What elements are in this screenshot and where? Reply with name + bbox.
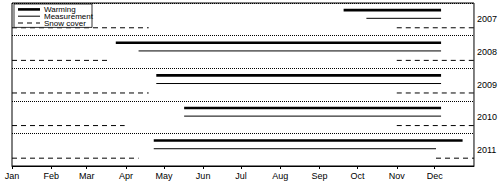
svg-text:2011: 2011: [477, 145, 496, 155]
svg-text:2007: 2007: [477, 14, 497, 24]
svg-text:Feb: Feb: [43, 171, 59, 181]
svg-text:Mar: Mar: [79, 171, 95, 181]
svg-text:2009: 2009: [477, 80, 497, 90]
svg-text:Nov: Nov: [389, 171, 406, 181]
svg-text:Snow cover: Snow cover: [44, 19, 86, 28]
svg-text:Aug: Aug: [272, 171, 288, 181]
svg-text:May: May: [155, 171, 173, 181]
svg-text:2010: 2010: [477, 112, 497, 122]
svg-text:Measurement: Measurement: [44, 11, 93, 21]
svg-text:Jun: Jun: [196, 171, 211, 181]
svg-text:Apr: Apr: [119, 171, 133, 181]
svg-text:Jan: Jan: [5, 171, 20, 181]
svg-text:2008: 2008: [477, 47, 497, 57]
svg-text:Oct: Oct: [351, 171, 366, 181]
svg-text:Sep: Sep: [312, 171, 328, 181]
svg-text:Dec: Dec: [427, 171, 444, 181]
svg-text:Warming: Warming: [44, 4, 76, 14]
svg-text:Jul: Jul: [235, 171, 247, 181]
